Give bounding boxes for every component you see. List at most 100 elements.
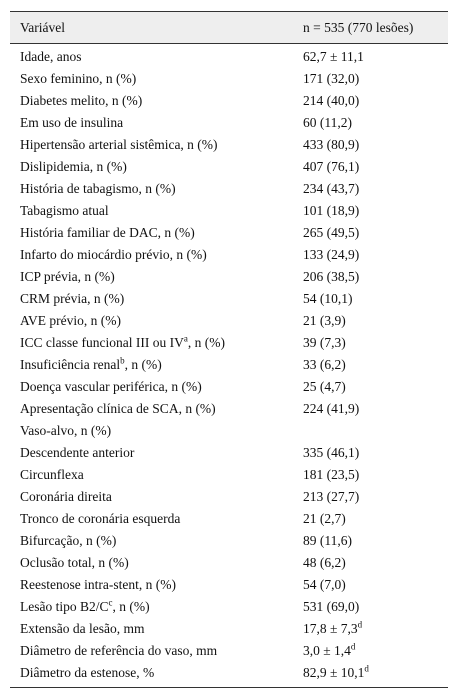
table-cell: 213 (27,7) <box>303 489 360 504</box>
table-cell: Descendente anterior <box>20 445 135 460</box>
table-row: Lesão tipo B2/Cc, n (%) 531 (69,0) <box>10 596 448 618</box>
cell-text: 82,9 ± 10,1 <box>303 665 365 680</box>
cell-text: ICC classe funcional III ou IV <box>20 335 184 350</box>
table-cell: Bifurcação, n (%) <box>20 533 117 548</box>
table-row: Dislipidemia, n (%) 407 (76,1) <box>10 156 448 178</box>
table-row: Oclusão total, n (%) 48 (6,2) <box>10 552 448 574</box>
cell-text: , n (%) <box>187 335 225 350</box>
table-row: Bifurcação, n (%) 89 (11,6) <box>10 530 448 552</box>
table-row: Extensão da lesão, mm 17,8 ± 7,3d <box>10 618 448 640</box>
table-cell: Diâmetro de referência do vaso, mm <box>20 643 218 658</box>
table-cell: 21 (2,7) <box>303 511 346 526</box>
table-cell: 101 (18,9) <box>303 203 360 218</box>
footnote-mark: b <box>120 355 125 366</box>
table-cell: Hipertensão arterial sistêmica, n (%) <box>20 137 218 152</box>
table-cell: 54 (7,0) <box>303 577 346 592</box>
table-cell: Tronco de coronária esquerda <box>20 511 181 526</box>
table-cell: 89 (11,6) <box>303 533 352 548</box>
table-row: AVE prévio, n (%) 21 (3,9) <box>10 310 448 332</box>
table-row: Sexo feminino, n (%) 171 (32,0) <box>10 68 448 90</box>
table-row: Diâmetro da estenose, % 82,9 ± 10,1d <box>10 662 448 684</box>
table-row: Descendente anterior 335 (46,1) <box>10 442 448 464</box>
cell-text: , n (%) <box>112 599 150 614</box>
table-row: Insuficiência renalb, n (%) 33 (6,2) <box>10 354 448 376</box>
table-cell: 224 (41,9) <box>303 401 360 416</box>
table-cell: 21 (3,9) <box>303 313 346 328</box>
table-cell: Tabagismo atual <box>20 203 109 218</box>
header-row: Variável n = 535 (770 lesões) <box>10 11 448 44</box>
table-row: Infarto do miocárdio prévio, n (%) 133 (2… <box>10 244 448 266</box>
table-row: Vaso-alvo, n (%) <box>10 420 448 442</box>
table-cell: ICP prévia, n (%) <box>20 269 115 284</box>
table-cell: 54 (10,1) <box>303 291 353 306</box>
footnote-mark: d <box>364 663 369 674</box>
table-row: Circunflexa 181 (23,5) <box>10 464 448 486</box>
table-row: História familiar de DAC, n (%) 265 (49,5… <box>10 222 448 244</box>
table-cell: Vaso-alvo, n (%) <box>20 423 112 438</box>
table-cell: 39 (7,3) <box>303 335 346 350</box>
table-cell: 181 (23,5) <box>303 467 360 482</box>
table-cell: História familiar de DAC, n (%) <box>20 225 195 240</box>
table-row: Apresentação clínica de SCA, n (%) 224 (4… <box>10 398 448 420</box>
table-row: História de tabagismo, n (%) 234 (43,7) <box>10 178 448 200</box>
table-cell: 25 (4,7) <box>303 379 346 394</box>
header-cell: n = 535 (770 lesões) <box>303 19 414 35</box>
cell-text: 17,8 ± 7,3 <box>303 621 358 636</box>
table-cell: 214 (40,0) <box>303 93 360 108</box>
table-row: Tronco de coronária esquerda 21 (2,7) <box>10 508 448 530</box>
table-cell: 62,7 ± 11,1 <box>303 49 364 64</box>
table-cell: Insuficiência renalb, n (%) <box>10 355 303 373</box>
table-row: Idade, anos 62,7 ± 11,1 <box>10 46 448 68</box>
table-cell: Diabetes melito, n (%) <box>20 93 143 108</box>
table-cell: 171 (32,0) <box>303 71 360 86</box>
table-cell: 407 (76,1) <box>303 159 360 174</box>
table-cell: Idade, anos <box>20 49 82 64</box>
table-cell: 17,8 ± 7,3d <box>303 619 448 637</box>
footnote-mark: c <box>108 597 113 608</box>
table-cell: Sexo feminino, n (%) <box>20 71 137 86</box>
cell-text: 3,0 ± 1,4 <box>303 643 351 658</box>
table-cell: 48 (6,2) <box>303 555 346 570</box>
table-row: Hipertensão arterial sistêmica, n (%) 433… <box>10 134 448 156</box>
table-cell: Extensão da lesão, mm <box>20 621 145 636</box>
table-cell: Coronária direita <box>20 489 112 504</box>
table-cell: 335 (46,1) <box>303 445 360 460</box>
table-row: CRM prévia, n (%) 54 (10,1) <box>10 288 448 310</box>
table-cell: Lesão tipo B2/Cc, n (%) <box>10 597 303 615</box>
cell-text: , n (%) <box>124 357 162 372</box>
table-cell: 33 (6,2) <box>303 357 346 372</box>
table-cell: Circunflexa <box>20 467 84 482</box>
footnote-mark: a <box>183 333 188 344</box>
cell-text: Insuficiência renal <box>20 357 121 372</box>
table-cell: ICC classe funcional III ou IVa, n (%) <box>10 333 303 351</box>
table-cell: AVE prévio, n (%) <box>20 313 121 328</box>
table-cell: 60 (11,2) <box>303 115 352 130</box>
cell-text: Lesão tipo B2/C <box>20 599 109 614</box>
table-row: Diâmetro de referência do vaso, mm 3,0 ± … <box>10 640 448 662</box>
footnote-mark: d <box>350 641 356 652</box>
table-row: Diabetes melito, n (%) 214 (40,0) <box>10 90 448 112</box>
table-row: Coronária direita 213 (27,7) <box>10 486 448 508</box>
table-row: Tabagismo atual 101 (18,9) <box>10 200 448 222</box>
table-cell: Apresentação clínica de SCA, n (%) <box>20 401 216 416</box>
table-cell: Doença vascular periférica, n (%) <box>20 379 202 394</box>
table-cell: Dislipidemia, n (%) <box>20 159 127 174</box>
table-row: ICP prévia, n (%) 206 (38,5) <box>10 266 448 288</box>
table-cell: 206 (38,5) <box>303 269 360 284</box>
footnote-mark: d <box>357 619 363 630</box>
table-cell: Infarto do miocárdio prévio, n (%) <box>20 247 207 262</box>
table-row: Em uso de insulina 60 (11,2) <box>10 112 448 134</box>
table-row: ICC classe funcional III ou IVa, n (%) 39… <box>10 332 448 354</box>
table-row: Doença vascular periférica, n (%) 25 (4,7… <box>10 376 448 398</box>
table-cell: Reestenose intra-stent, n (%) <box>20 577 176 592</box>
table-cell: Em uso de insulina <box>20 115 124 130</box>
table-cell: 82,9 ± 10,1d <box>303 663 448 681</box>
table-body: Idade, anos 62,7 ± 11,1 Sexo feminino, n (… <box>10 46 448 688</box>
table-cell: Oclusão total, n (%) <box>20 555 129 570</box>
table-row: Reestenose intra-stent, n (%) 54 (7,0) <box>10 574 448 596</box>
table-cell: História de tabagismo, n (%) <box>20 181 176 196</box>
table-cell: 265 (49,5) <box>303 225 360 240</box>
table-cell: 531 (69,0) <box>303 599 360 614</box>
table-cell: CRM prévia, n (%) <box>20 291 125 306</box>
